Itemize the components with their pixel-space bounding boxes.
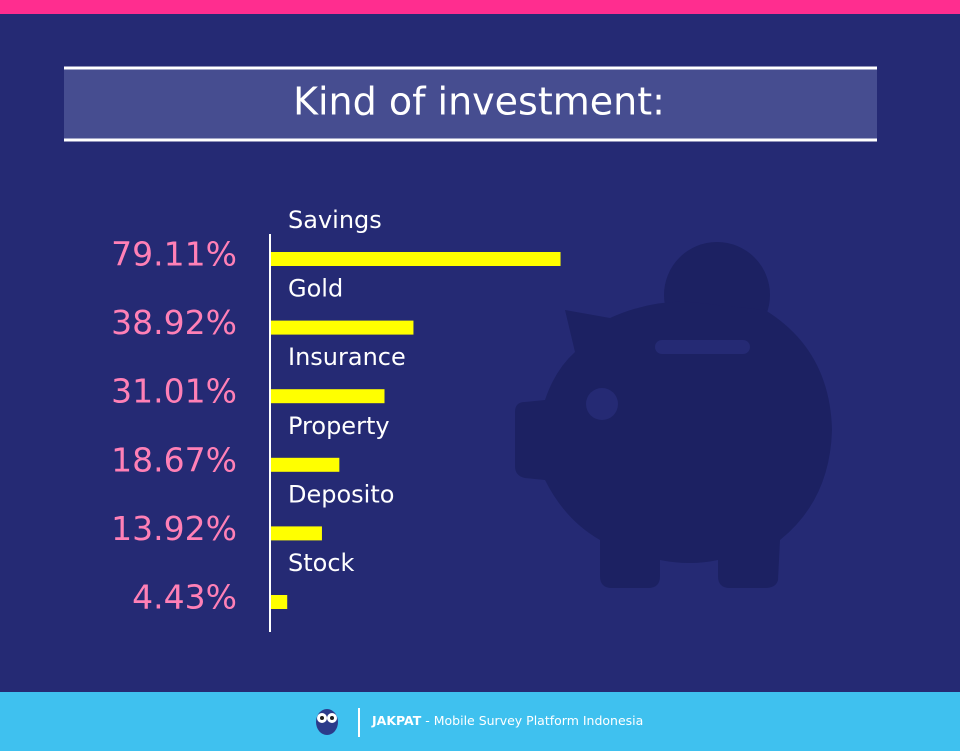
category-label: Savings — [288, 206, 382, 234]
category-label: Gold — [288, 275, 343, 303]
bar — [271, 526, 322, 541]
category-label: Insurance — [288, 343, 406, 371]
owl-logo — [316, 709, 338, 735]
bar — [271, 389, 385, 404]
value-label: 79.11% — [111, 235, 237, 274]
bar — [271, 252, 561, 266]
title-box — [64, 68, 877, 141]
chart-title: Kind of investment: — [293, 80, 665, 124]
bar — [271, 320, 414, 335]
value-label: 18.67% — [111, 440, 237, 479]
value-label: 4.43% — [132, 578, 237, 617]
category-label: Deposito — [288, 480, 394, 508]
brand: JAKPAT — [371, 713, 422, 728]
bar — [271, 457, 340, 472]
top-stripe — [0, 0, 960, 14]
value-label: 38.92% — [111, 303, 237, 342]
tagline: - Mobile Survey Platform Indonesia — [421, 713, 643, 728]
piggy-bank-icon — [515, 242, 832, 588]
category-label: Stock — [288, 549, 355, 577]
footer-text: JAKPAT - Mobile Survey Platform Indonesi… — [371, 713, 643, 728]
category-label: Property — [288, 412, 390, 440]
value-label: 31.01% — [111, 372, 237, 411]
value-label: 13.92% — [111, 509, 237, 548]
bar — [271, 595, 288, 609]
footer-bar — [0, 692, 960, 751]
